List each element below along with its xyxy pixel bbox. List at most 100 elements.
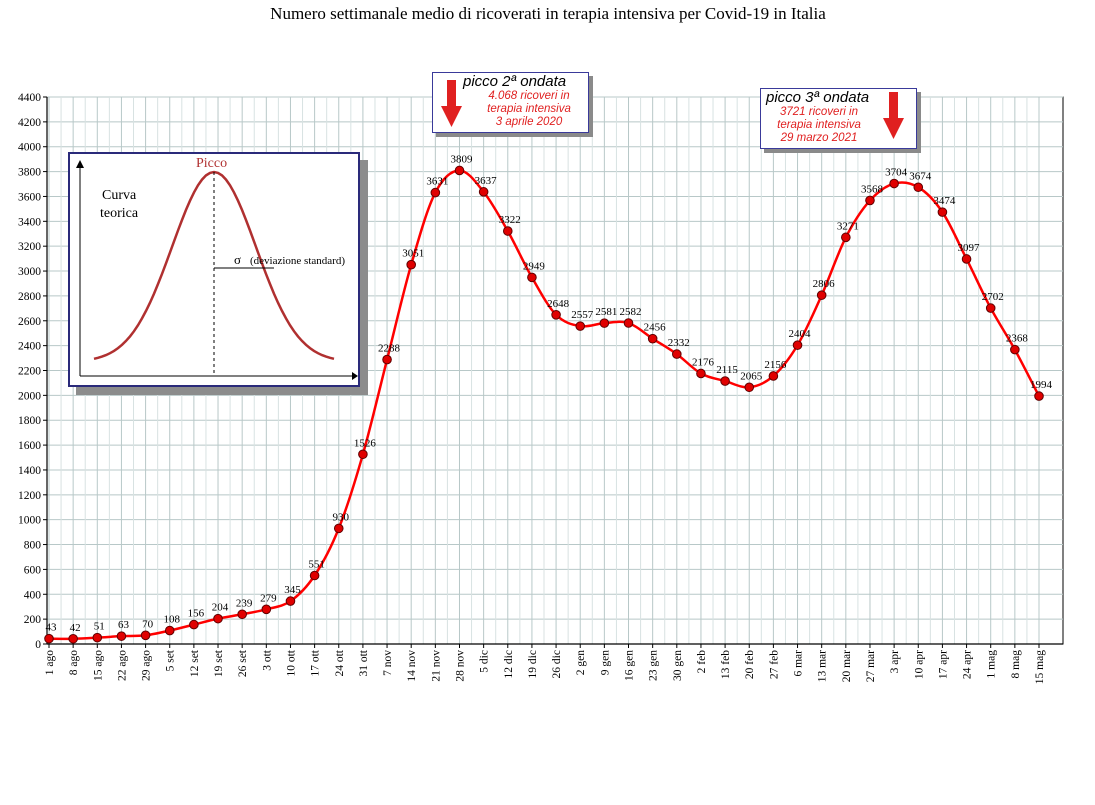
data-label: 1994	[1030, 379, 1053, 391]
third-wave-line-3: 29 marzo 2021	[780, 132, 858, 144]
data-point	[140, 630, 151, 641]
data-point	[647, 333, 658, 344]
data-label: 3704	[885, 167, 908, 179]
inset-curve-label-line1: Curva	[102, 188, 137, 203]
data-point	[913, 182, 924, 193]
data-point	[68, 633, 78, 644]
x-tick-label: 15 mag	[1034, 650, 1046, 684]
data-label: 51	[94, 621, 105, 633]
data-point	[44, 633, 54, 644]
second-wave-line-2: terapia intensiva	[487, 103, 571, 115]
x-tick-label: 7 nov	[382, 650, 394, 676]
x-tick-label: 21 nov	[430, 650, 442, 682]
x-tick-label: 8 mag	[1010, 650, 1022, 679]
data-point	[333, 523, 344, 534]
data-label: 63	[118, 619, 130, 631]
x-tick-label: 27 mar	[865, 650, 877, 682]
data-point	[1010, 344, 1020, 355]
y-tick-label: 3800	[18, 167, 41, 179]
data-label: 279	[260, 592, 277, 604]
data-label: 3271	[837, 220, 859, 232]
x-tick-label: 28 nov	[454, 650, 466, 682]
data-point	[672, 349, 682, 359]
x-tick-label: 2 gen	[575, 650, 587, 675]
x-tick-label: 20 feb	[744, 650, 756, 679]
y-tick-label: 2200	[18, 366, 41, 378]
y-tick-label: 1200	[18, 490, 41, 502]
data-label: 2065	[740, 370, 763, 382]
data-label: 2456	[644, 322, 667, 334]
data-point	[744, 382, 755, 393]
x-tick-label: 13 feb	[720, 650, 732, 679]
data-point	[189, 619, 199, 630]
y-tick-label: 4200	[18, 117, 41, 129]
data-label: 345	[284, 584, 301, 596]
x-tick-label: 5 dic	[479, 650, 491, 673]
x-tick-label: 3 apr	[889, 650, 901, 673]
x-tick-label: 12 set	[189, 649, 201, 677]
x-tick-label: 19 set	[213, 649, 225, 677]
data-point	[720, 376, 730, 386]
data-label: 930	[333, 511, 350, 523]
data-point	[237, 609, 247, 620]
y-tick-label: 1400	[18, 465, 41, 477]
data-label: 2949	[523, 260, 546, 272]
inset-peak-label: Picco	[196, 156, 228, 171]
x-tick-label: 15 ago	[92, 650, 104, 681]
data-point	[551, 310, 561, 320]
x-tick-label: 12 dic	[503, 650, 515, 678]
inset-x-arrow	[352, 372, 358, 380]
second-wave-title: picco 2ª ondata	[463, 73, 567, 90]
data-label: 3631	[426, 176, 448, 188]
y-tick-label: 800	[24, 540, 42, 552]
x-tick-label: 27 feb	[768, 650, 780, 679]
x-tick-label: 30 gen	[672, 650, 684, 681]
down-arrow-icon	[883, 92, 904, 139]
data-point	[213, 613, 223, 624]
data-point	[116, 631, 127, 641]
x-tick-label: 3 ott	[261, 649, 273, 671]
third-wave-title: picco 3ª ondata	[766, 89, 870, 106]
data-point	[696, 368, 706, 379]
data-label: 70	[142, 618, 154, 630]
inset-sigma-label: (deviazione standard)	[250, 255, 345, 267]
data-label: 43	[46, 622, 58, 634]
y-tick-label: 1600	[18, 440, 41, 452]
data-label: 2156	[764, 359, 787, 371]
x-tick-label: 29 ago	[141, 650, 153, 681]
data-point	[623, 318, 634, 328]
data-label: 3637	[475, 175, 498, 187]
x-tick-label: 10 apr	[913, 650, 925, 679]
data-point	[454, 165, 465, 176]
data-label: 2582	[620, 306, 642, 318]
data-point	[889, 178, 899, 189]
data-label: 3097	[958, 242, 981, 254]
data-label: 1526	[354, 437, 377, 449]
x-tick-label: 14 nov	[406, 650, 418, 682]
y-tick-label: 3200	[18, 241, 41, 253]
data-label: 2806	[813, 278, 836, 290]
x-tick-label: 13 mar	[817, 650, 829, 682]
data-point	[527, 272, 537, 283]
data-point	[961, 254, 972, 264]
y-tick-label: 3400	[18, 216, 41, 228]
data-point	[985, 303, 996, 313]
second-wave-line-3: 3 aprile 2020	[495, 116, 563, 128]
data-point	[841, 232, 851, 243]
data-label: 2332	[668, 337, 690, 349]
x-tick-label: 10 ott	[285, 649, 297, 676]
x-tick-label: 20 mar	[841, 650, 853, 682]
x-tick-label: 26 set	[237, 649, 249, 677]
data-point	[502, 226, 513, 236]
data-point	[164, 625, 175, 636]
down-arrow-icon	[441, 80, 462, 127]
y-tick-label: 2600	[18, 316, 41, 328]
x-tick-label: 17 ott	[310, 649, 322, 676]
x-tick-label: 26 dic	[551, 650, 563, 678]
third-wave-line-1: 3721 ricoveri in	[780, 106, 858, 118]
x-tick-label: 31 ott	[358, 649, 370, 676]
y-tick-label: 4400	[18, 92, 41, 104]
y-tick-label: 1000	[18, 515, 41, 527]
y-tick-label: 0	[35, 639, 41, 651]
chart-title: Numero settimanale medio di ricoverati i…	[270, 4, 826, 23]
